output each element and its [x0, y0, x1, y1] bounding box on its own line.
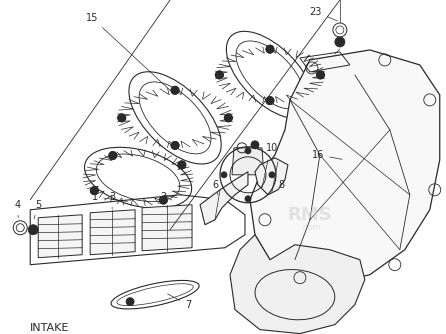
Text: 8: 8: [275, 180, 285, 190]
Text: 6: 6: [212, 180, 218, 195]
Polygon shape: [232, 148, 264, 175]
Polygon shape: [38, 215, 82, 258]
Circle shape: [171, 141, 179, 149]
Circle shape: [126, 298, 134, 306]
Polygon shape: [90, 210, 135, 255]
Circle shape: [266, 97, 274, 105]
Circle shape: [317, 71, 325, 79]
Polygon shape: [250, 50, 440, 285]
Circle shape: [28, 225, 38, 235]
Circle shape: [245, 196, 251, 202]
Text: RMS: RMS: [288, 206, 332, 224]
Polygon shape: [200, 172, 248, 225]
Polygon shape: [230, 235, 365, 334]
Circle shape: [224, 114, 232, 122]
Circle shape: [215, 71, 223, 79]
Text: 15: 15: [86, 13, 173, 93]
Circle shape: [159, 196, 167, 204]
Text: 5: 5: [34, 200, 41, 219]
Circle shape: [91, 187, 98, 195]
Circle shape: [251, 141, 259, 149]
Circle shape: [171, 86, 179, 94]
Text: INTAKE: INTAKE: [30, 323, 70, 333]
Polygon shape: [255, 158, 288, 195]
Circle shape: [266, 45, 274, 53]
Text: 16: 16: [312, 150, 342, 160]
Text: 1: 1: [92, 192, 128, 202]
Circle shape: [109, 152, 117, 160]
Text: 10: 10: [258, 143, 278, 153]
Circle shape: [178, 161, 186, 169]
Circle shape: [221, 172, 227, 178]
Polygon shape: [142, 205, 192, 251]
Text: 7: 7: [168, 294, 191, 310]
Text: 23: 23: [310, 7, 337, 21]
Circle shape: [335, 37, 345, 47]
Text: 3: 3: [109, 192, 115, 209]
Circle shape: [269, 172, 275, 178]
Text: .com: .com: [300, 223, 320, 232]
Circle shape: [245, 148, 251, 154]
Text: 4: 4: [14, 200, 21, 218]
Text: 2: 2: [160, 192, 167, 208]
Circle shape: [118, 114, 126, 122]
